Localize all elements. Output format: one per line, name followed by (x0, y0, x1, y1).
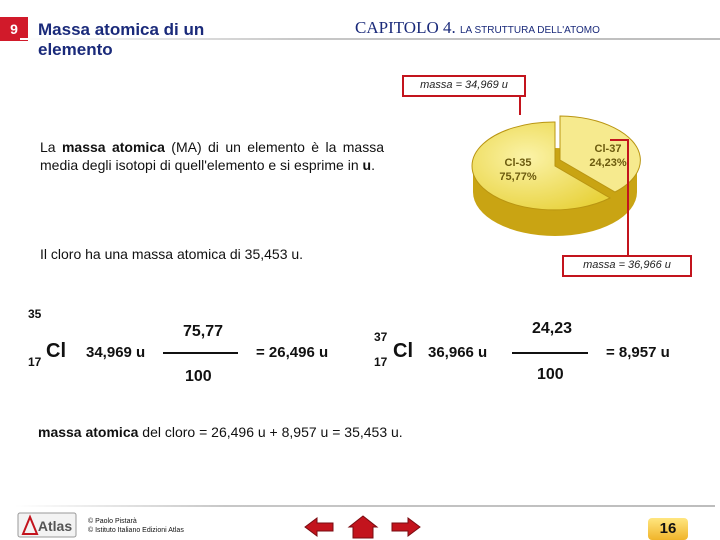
pie-label-cl35: Cl-35 (505, 157, 532, 169)
chapter-main: CAPITOLO 4. (355, 18, 456, 37)
pie-percent-cl37: 24,23% (589, 157, 627, 169)
iso1-result: = 26,496 u (256, 344, 329, 361)
slide-title-line2: elemento (38, 40, 113, 59)
definition-text-3: . (371, 157, 375, 173)
definition-text-2: (MA) di un elemento è la massa media deg… (40, 139, 385, 173)
chlorine-statement: Il cloro ha una massa atomica di 35,453 … (40, 246, 304, 262)
footer-divider (15, 505, 715, 507)
iso2-result: = 8,957 u (606, 344, 670, 361)
chapter-heading: CAPITOLO 4. LA STRUTTURA DELL'ATOMO (355, 18, 600, 38)
iso2-symbol: Cl (393, 340, 413, 362)
pie-percent-cl35: 75,77% (499, 171, 537, 183)
iso2-mass-number: 37 (374, 330, 388, 344)
slide-title-line1: Massa atomica di un (38, 20, 205, 39)
iso1-fraction-bar (163, 352, 238, 354)
pie-label-cl37: Cl-37 (595, 143, 622, 155)
iso1-atomic-number: 17 (28, 355, 42, 369)
iso1-numerator: 75,77 (183, 323, 224, 340)
iso1-mass: 34,969 u (86, 344, 146, 361)
header-divider (20, 38, 720, 40)
connector-bottom (610, 139, 629, 256)
iso2-denominator: 100 (537, 366, 564, 383)
iso1-symbol: Cl (46, 340, 66, 362)
copyright-publisher: © Istituto Italiano Edizioni Atlas (88, 527, 184, 534)
callout-mass-cl35: massa = 34,969 u (402, 75, 526, 97)
atlas-logo: Atlas (17, 512, 77, 538)
iso1-denominator: 100 (185, 368, 212, 385)
callout-mass-cl37: massa = 36,966 u (562, 255, 692, 277)
definition-unit: u (362, 157, 372, 173)
copyright: © Paolo Pistarà © Istituto Italiano Ediz… (88, 517, 184, 535)
logo-text: Atlas (38, 518, 72, 534)
final-rest: del cloro = 26,496 u + 8,957 u = 35,453 … (142, 424, 403, 440)
iso1-mass-number: 35 (28, 307, 42, 321)
iso2-numerator: 24,23 (532, 320, 573, 337)
previous-arrow-icon[interactable] (303, 516, 335, 538)
isotope-pie-chart: Cl-35 75,77% Cl-37 24,23% (471, 115, 641, 236)
final-term: massa atomica (38, 424, 139, 440)
slide-title: Massa atomica di un elemento (38, 20, 204, 60)
next-arrow-icon[interactable] (390, 516, 422, 538)
pie-slice-cl35 (471, 121, 612, 211)
iso2-mass: 36,966 u (428, 344, 488, 361)
page-number: 16 (648, 518, 688, 540)
callout-connectors (519, 95, 629, 256)
iso2-fraction-bar (512, 352, 588, 354)
slide-number: 9 (0, 17, 28, 41)
final-equation: massa atomica del cloro = 26,496 u + 8,9… (38, 424, 403, 440)
definition-term: massa atomica (61, 139, 165, 155)
home-icon[interactable] (346, 514, 380, 540)
definition-paragraph: La massa atomica (MA) di un elemento è l… (40, 138, 384, 174)
definition-text-1: La (40, 139, 56, 155)
chapter-sub: LA STRUTTURA DELL'ATOMO (460, 25, 600, 36)
iso2-atomic-number: 17 (374, 355, 388, 369)
copyright-author: © Paolo Pistarà (88, 518, 137, 525)
pie-slice-cl37 (559, 115, 641, 193)
